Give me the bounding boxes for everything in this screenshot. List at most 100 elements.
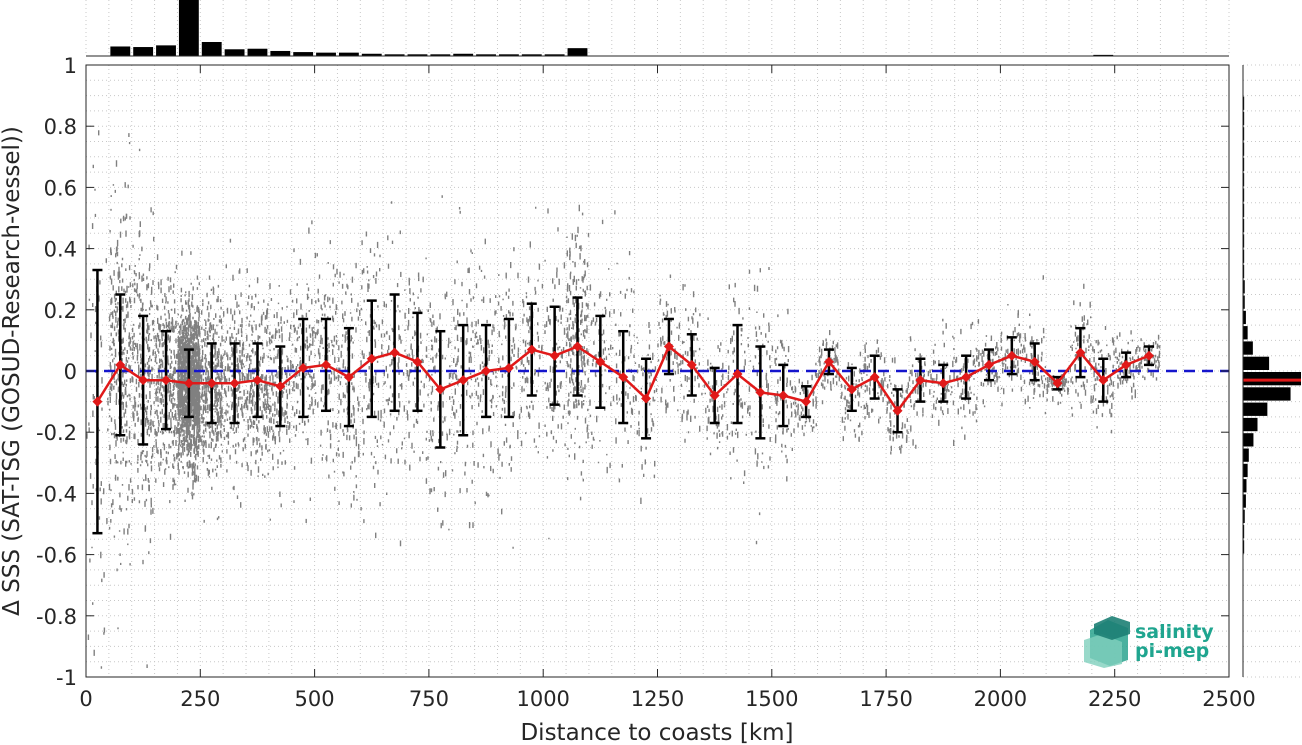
right-histogram-bar (1243, 142, 1245, 156)
x-tick-label: 2250 (1088, 687, 1141, 711)
right-histogram-bar (1243, 295, 1245, 309)
mean-marker (389, 347, 400, 358)
mean-marker (618, 372, 629, 383)
logo-line1: salinity (1135, 621, 1214, 643)
right-histogram-bar (1243, 310, 1246, 325)
y-tick-label: -1 (56, 666, 77, 690)
top-histogram-bar (224, 49, 245, 56)
right-histogram-bar (1243, 402, 1268, 416)
right-histogram-bar (1243, 509, 1245, 523)
mean-marker (686, 359, 697, 370)
right-histogram-bar (1243, 387, 1291, 401)
top-histogram-bar (247, 48, 268, 56)
mean-marker (961, 372, 972, 383)
x-ticks: 0 250 500 750 1000 1250 1500 1750 2000 2250 2500 (79, 65, 1256, 711)
y-tick-label: -0.4 (36, 482, 77, 506)
top-histogram-bar (156, 45, 176, 56)
right-histogram-bar (1243, 326, 1248, 340)
mean-marker (435, 384, 446, 395)
right-histogram-bar (1243, 417, 1258, 432)
top-histogram-panel (85, 0, 1230, 57)
x-tick-label: 1500 (745, 687, 798, 711)
mean-marker (1029, 356, 1040, 367)
top-histogram-bar (338, 52, 359, 56)
mean-marker (663, 341, 674, 352)
mean-marker (92, 396, 103, 407)
top-histogram-bar (430, 54, 451, 56)
x-tick-label: 0 (79, 687, 92, 711)
right-histogram-bar (1243, 127, 1245, 141)
mean-marker (161, 375, 172, 386)
x-tick-label: 2500 (1202, 687, 1255, 711)
mean-marker (458, 375, 469, 386)
scatter-points (86, 130, 1161, 669)
mean-marker (778, 390, 789, 401)
x-tick-label: 2000 (974, 687, 1027, 711)
mean-marker (1098, 375, 1109, 386)
top-histogram-bar (407, 54, 428, 56)
mean-marker (869, 372, 880, 383)
right-histogram-bar (1243, 433, 1254, 447)
mean-marker (526, 344, 537, 355)
right-histogram-bar (1243, 448, 1249, 462)
mean-marker (641, 393, 652, 404)
scatter-cloud (86, 130, 1161, 669)
x-axis-title: Distance to coasts [km] (520, 720, 793, 745)
right-histogram-bar (1243, 96, 1245, 110)
y-tick-label: 0 (64, 360, 77, 384)
mean-marker (572, 341, 583, 352)
top-histogram-bar (133, 47, 154, 56)
x-tick-label: 250 (180, 687, 220, 711)
mean-marker (343, 372, 354, 383)
mean-marker (229, 378, 240, 389)
top-histogram-bar (476, 54, 496, 56)
top-histogram-grid (85, 0, 1230, 56)
y-tick-label: 0.8 (44, 115, 77, 139)
x-tick-label: 1750 (859, 687, 912, 711)
mean-marker (549, 350, 560, 361)
mean-marker (732, 369, 743, 380)
mean-marker (1121, 359, 1132, 370)
mean-marker (252, 375, 263, 386)
top-histogram-bar (498, 54, 519, 56)
right-histogram-bars (1243, 96, 1301, 554)
x-tick-label: 500 (295, 687, 335, 711)
mean-marker (892, 405, 903, 416)
right-histogram-bar (1243, 157, 1245, 172)
mean-marker (183, 378, 194, 389)
mean-marker (1075, 347, 1086, 358)
top-histogram-bar (544, 54, 565, 56)
mean-markers (92, 341, 1154, 416)
right-histogram-bar (1243, 203, 1245, 217)
top-histogram-bars (110, 0, 1114, 56)
mean-marker (709, 390, 720, 401)
y-tick-label: -0.2 (36, 421, 77, 445)
right-histogram-grid (1243, 64, 1301, 678)
y-tick-label: 1 (64, 54, 77, 78)
top-histogram-bar (178, 0, 199, 56)
y-tick-label: -0.8 (36, 605, 77, 629)
y-ticks: -1 -0.8 -0.6 -0.4 -0.2 0 0.2 0.4 0.6 0.8 1 (36, 54, 1229, 690)
right-histogram-bar (1243, 463, 1248, 478)
y-tick-label: -0.6 (36, 544, 77, 568)
top-histogram-bar (567, 48, 588, 56)
right-histogram-bar (1243, 111, 1245, 126)
mean-marker (823, 356, 834, 367)
right-histogram-bar (1243, 341, 1253, 355)
right-histogram-bar (1243, 173, 1245, 187)
top-histogram-bar (361, 53, 382, 56)
right-histogram-bar (1243, 525, 1245, 539)
x-tick-label: 750 (409, 687, 449, 711)
top-histogram-bar (384, 54, 405, 56)
right-histogram-bar (1243, 280, 1245, 294)
mean-marker (1006, 350, 1017, 361)
top-histogram-bar (1093, 54, 1114, 56)
top-histogram-bar (270, 50, 291, 56)
mean-marker (1143, 350, 1154, 361)
right-histogram-bar (1243, 540, 1245, 554)
right-histogram-bar (1243, 494, 1246, 508)
right-histogram-bar (1243, 264, 1245, 279)
main-plot-panel: 0 250 500 750 1000 1250 1500 1750 2000 2250 2500 -… (36, 54, 1256, 711)
mean-marker (846, 384, 857, 395)
